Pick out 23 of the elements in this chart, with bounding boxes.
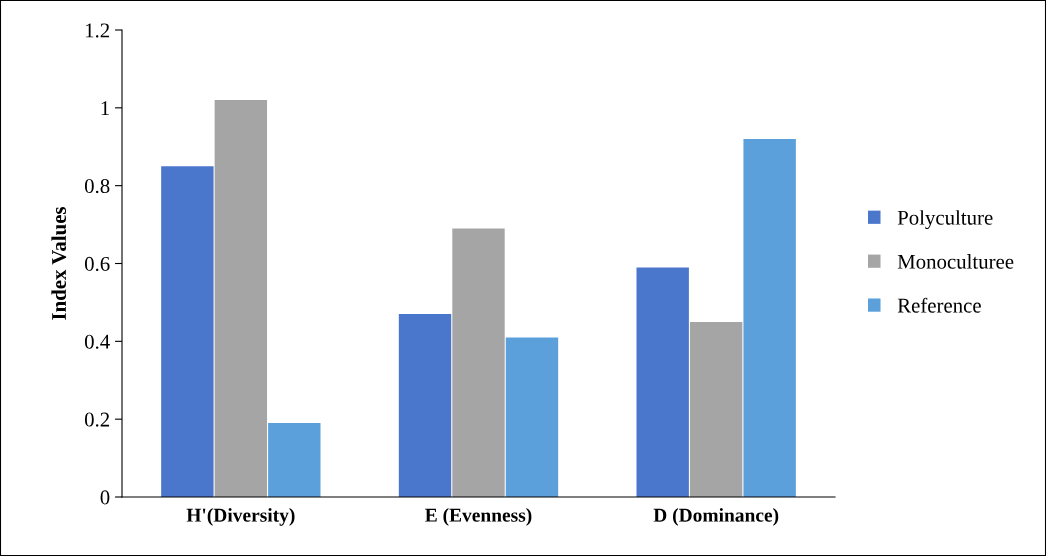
bar bbox=[689, 321, 743, 497]
bar bbox=[743, 138, 796, 497]
bar bbox=[636, 267, 689, 497]
y-tick-label: 1 bbox=[101, 101, 109, 116]
bar bbox=[214, 100, 268, 497]
y-tick-label: 0.8 bbox=[84, 179, 110, 194]
bar bbox=[268, 423, 321, 497]
legend-label: Monoculturee bbox=[897, 254, 1014, 269]
y-tick-label: 1.2 bbox=[85, 23, 110, 38]
bar bbox=[161, 166, 214, 497]
x-tick-label: D (Dominance) bbox=[653, 508, 779, 526]
legend-label: Reference bbox=[897, 297, 981, 313]
y-tick-label: 0.2 bbox=[84, 412, 110, 427]
legend-label: Polyculture bbox=[897, 210, 993, 230]
bar bbox=[398, 314, 452, 497]
bar bbox=[452, 228, 505, 497]
bar bbox=[505, 337, 559, 497]
y-tick-label: 0 bbox=[100, 490, 110, 505]
x-tick-label: H'(Diversity) bbox=[186, 508, 295, 526]
y-axis-title: Index Values bbox=[51, 206, 67, 320]
y-tick-label: 0.6 bbox=[84, 256, 110, 272]
x-tick-label: E (Evenness) bbox=[425, 508, 532, 526]
y-tick-label: 0.4 bbox=[84, 334, 110, 349]
